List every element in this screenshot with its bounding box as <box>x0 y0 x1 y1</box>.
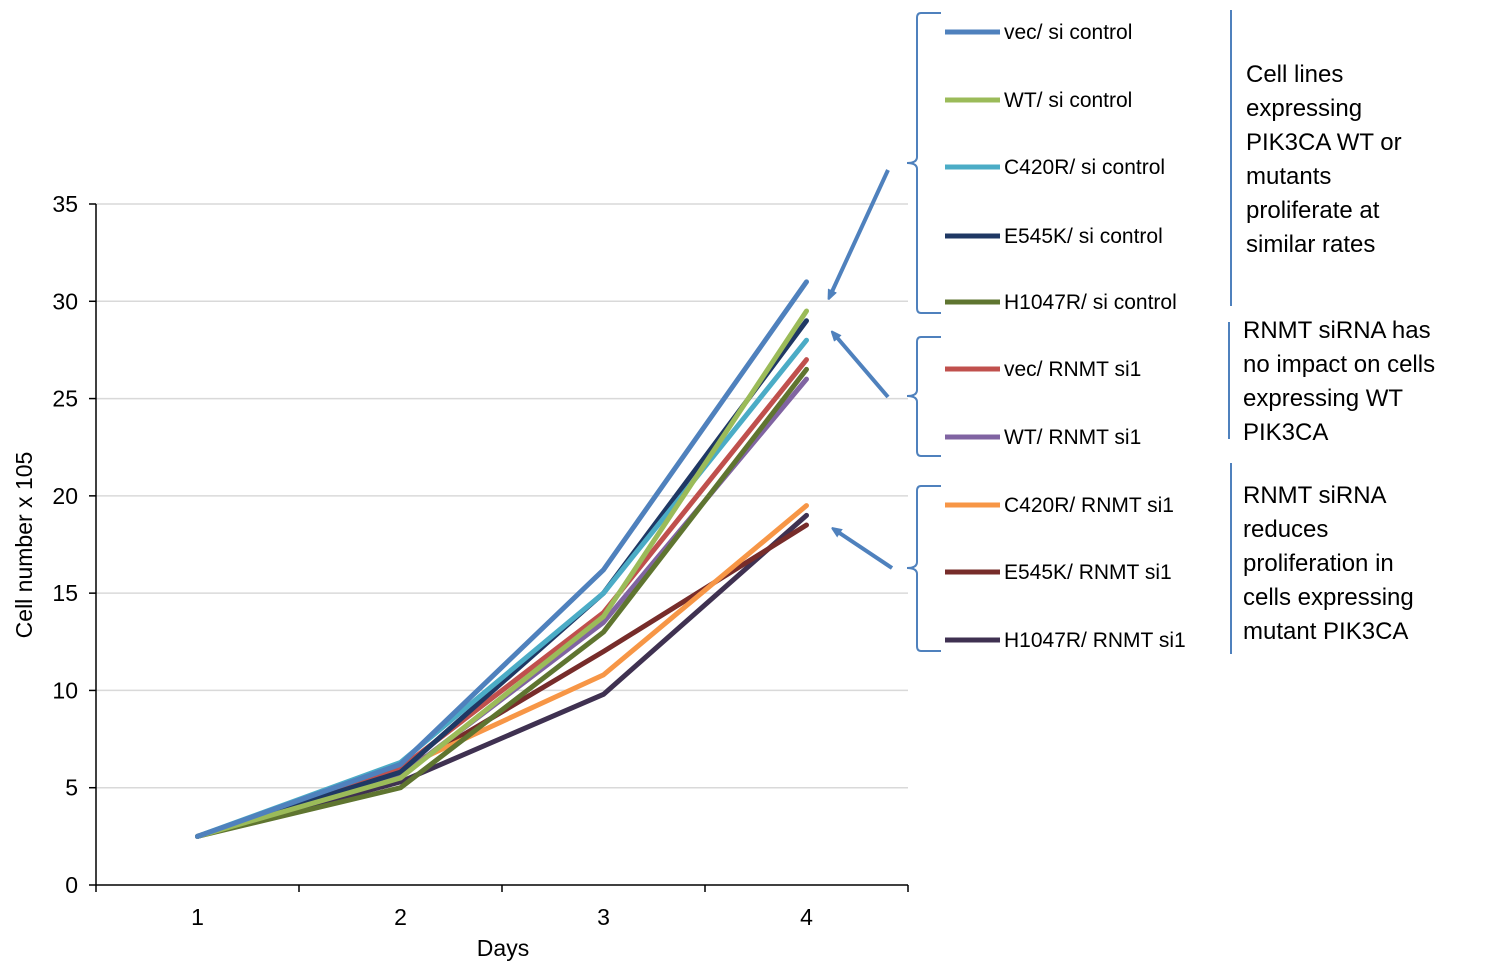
legend-label: C420R/ RNMT si1 <box>1004 494 1174 517</box>
y-tick-label: 25 <box>52 386 78 412</box>
annotation-arrow <box>834 334 890 399</box>
series-line <box>195 503 809 839</box>
y-tick-label: 20 <box>52 483 78 509</box>
x-tick-label: 3 <box>597 904 610 930</box>
y-tick-label: 10 <box>52 677 78 703</box>
annotation-line: Cell lines <box>1246 61 1343 88</box>
y-tick-label: 0 <box>65 872 78 898</box>
series-line <box>195 366 809 839</box>
annotation-line: mutants <box>1246 163 1331 190</box>
annotation-line: no impact on cells <box>1243 351 1435 378</box>
annotation-line: RNMT siRNA <box>1243 482 1387 509</box>
legend-label: WT/ si control <box>1004 89 1132 112</box>
legend-label: vec/ si control <box>1004 21 1132 44</box>
annotations: Cell lines expressing PIK3CA WT or mutants p… <box>830 10 1435 654</box>
annotation-text: RNMT siRNA has no impact on cells expressi… <box>1243 317 1435 446</box>
annotation-line: reduces <box>1243 516 1328 543</box>
annotation-line: similar rates <box>1246 231 1375 258</box>
annotation-line: proliferate at <box>1246 197 1380 224</box>
annotation-line: expressing <box>1246 95 1362 122</box>
x-tick-label: 1 <box>191 904 204 930</box>
legend-label: H1047R/ RNMT si1 <box>1004 629 1186 652</box>
annotation-line: PIK3CA <box>1243 419 1328 446</box>
annotation-arrow <box>830 169 890 296</box>
group-bracket <box>906 336 941 457</box>
y-tick-label: 35 <box>52 191 78 217</box>
annotation-arrow <box>835 530 894 570</box>
legend-label: C420R/ si control <box>1004 156 1165 179</box>
y-tick-label: 30 <box>52 288 78 314</box>
series-line <box>195 318 809 839</box>
legend-label: H1047R/ si control <box>1004 291 1177 314</box>
legend-label: E545K/ RNMT si1 <box>1004 561 1172 584</box>
series-lines <box>195 279 809 839</box>
legend-label: WT/ RNMT si1 <box>1004 426 1141 449</box>
annotation-line: cells expressing <box>1243 584 1414 611</box>
annotation-line: mutant PIK3CA <box>1243 618 1408 645</box>
y-axis-title: Cell number x 105 <box>11 452 37 639</box>
axes: 0 5 10 15 20 25 30 35 1 2 3 4 <box>52 191 909 930</box>
annotation-text: RNMT siRNA reduces proliferation in cells e… <box>1243 482 1414 645</box>
legend-label: vec/ RNMT si1 <box>1004 358 1141 381</box>
x-tick-label: 2 <box>394 904 407 930</box>
x-tick-label: 4 <box>800 904 813 930</box>
annotation-text: Cell lines expressing PIK3CA WT or mutants p… <box>1246 61 1402 258</box>
annotation-line: RNMT siRNA has <box>1243 317 1431 344</box>
legend: vec/ si control WT/ si control C420R/ si c… <box>945 21 1186 652</box>
series-line <box>195 279 809 839</box>
series-line <box>195 308 809 839</box>
legend-label: E545K/ si control <box>1004 225 1163 248</box>
x-axis-title: Days <box>477 935 529 961</box>
annotation-line: PIK3CA WT or <box>1246 129 1402 156</box>
y-tick-label: 5 <box>65 775 78 801</box>
group-bracket <box>906 485 941 652</box>
annotation-line: expressing WT <box>1243 385 1403 412</box>
y-tick-label: 15 <box>52 580 78 606</box>
gridlines <box>96 203 908 789</box>
group-bracket <box>906 12 941 314</box>
annotation-line: proliferation in <box>1243 550 1394 577</box>
